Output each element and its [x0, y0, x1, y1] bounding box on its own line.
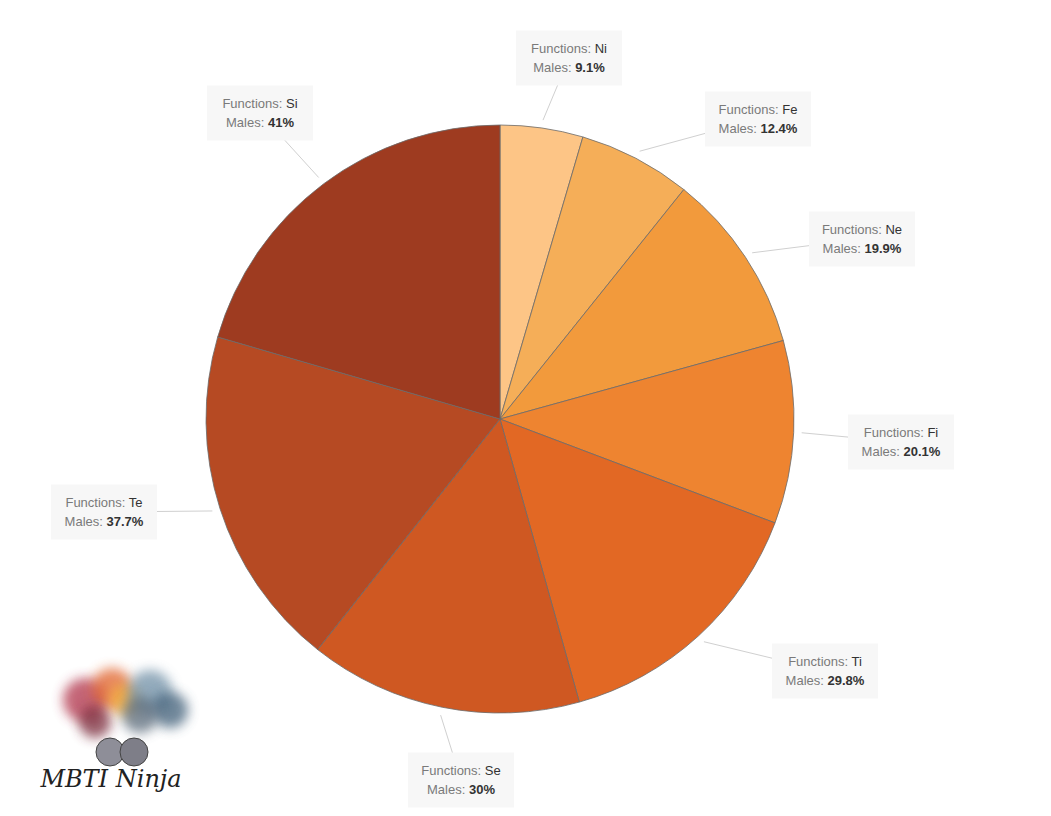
- value-title: Males:: [65, 514, 103, 529]
- value-title: Males:: [427, 782, 465, 797]
- label-box: [848, 415, 954, 470]
- data-label: 30%: [469, 782, 495, 797]
- category-name: Ti: [852, 654, 862, 669]
- category-label: Functions: Te: [65, 495, 142, 510]
- category-label: Functions: Si: [222, 96, 297, 111]
- category-title: Functions:: [864, 425, 924, 440]
- logo-smoke: [122, 697, 158, 733]
- category-name: Te: [129, 495, 143, 510]
- value-label: Males: 20.1%: [862, 444, 941, 459]
- logo-brain: [120, 738, 148, 766]
- pie: [206, 125, 794, 713]
- category-label: Functions: Se: [421, 763, 501, 778]
- data-label: 37.7%: [107, 514, 144, 529]
- category-title: Functions:: [531, 41, 591, 56]
- category-title: Functions:: [222, 96, 282, 111]
- category-title: Functions:: [719, 102, 779, 117]
- value-title: Males:: [226, 115, 264, 130]
- value-title: Males:: [862, 444, 900, 459]
- label-box: [705, 92, 811, 147]
- category-label: Functions: Ne: [822, 222, 902, 237]
- value-label: Males: 19.9%: [823, 241, 902, 256]
- value-title: Males:: [786, 673, 824, 688]
- category-title: Functions:: [822, 222, 882, 237]
- logo-smoke: [152, 692, 188, 728]
- data-label: 12.4%: [761, 121, 798, 136]
- label-box: [516, 31, 622, 86]
- value-label: Males: 9.1%: [533, 60, 605, 75]
- data-label: 29.8%: [828, 673, 865, 688]
- category-name: Se: [485, 763, 501, 778]
- category-title: Functions:: [788, 654, 848, 669]
- value-label: Males: 37.7%: [65, 514, 144, 529]
- value-title: Males:: [533, 60, 571, 75]
- value-label: Males: 30%: [427, 782, 495, 797]
- data-label: 19.9%: [865, 241, 902, 256]
- labels: Functions: Ni Males: 9.1% Functions: Fe Mal…: [51, 31, 954, 808]
- category-label: Functions: Ti: [788, 654, 862, 669]
- category-name: Fe: [782, 102, 797, 117]
- chart: Functions: Ni Males: 9.1% Functions: Fe Mal…: [0, 0, 1051, 816]
- data-label: 9.1%: [575, 60, 605, 75]
- category-label: Functions: Fe: [719, 102, 798, 117]
- category-title: Functions:: [421, 763, 481, 778]
- category-name: Ni: [595, 41, 607, 56]
- logo-smoke: [79, 706, 111, 738]
- label-box: [809, 212, 915, 267]
- label-box: [207, 86, 313, 141]
- leader-lines: [104, 58, 901, 780]
- category-name: Ne: [885, 222, 902, 237]
- category-name: Si: [286, 96, 298, 111]
- label-box: [51, 485, 157, 540]
- data-label: 41%: [268, 115, 294, 130]
- category-label: Functions: Fi: [864, 425, 939, 440]
- category-name: Fi: [927, 425, 938, 440]
- category-label: Functions: Ni: [531, 41, 607, 56]
- watermark: MBTI Ninja: [39, 765, 181, 793]
- label-box: [772, 644, 878, 699]
- value-label: Males: 41%: [226, 115, 294, 130]
- label-box: [408, 753, 514, 808]
- value-label: Males: 12.4%: [719, 121, 798, 136]
- pie-slice: [218, 125, 500, 419]
- value-title: Males:: [719, 121, 757, 136]
- logo: MBTI Ninja: [39, 668, 188, 793]
- value-label: Males: 29.8%: [786, 673, 865, 688]
- category-title: Functions:: [65, 495, 125, 510]
- data-label: 20.1%: [904, 444, 941, 459]
- value-title: Males:: [823, 241, 861, 256]
